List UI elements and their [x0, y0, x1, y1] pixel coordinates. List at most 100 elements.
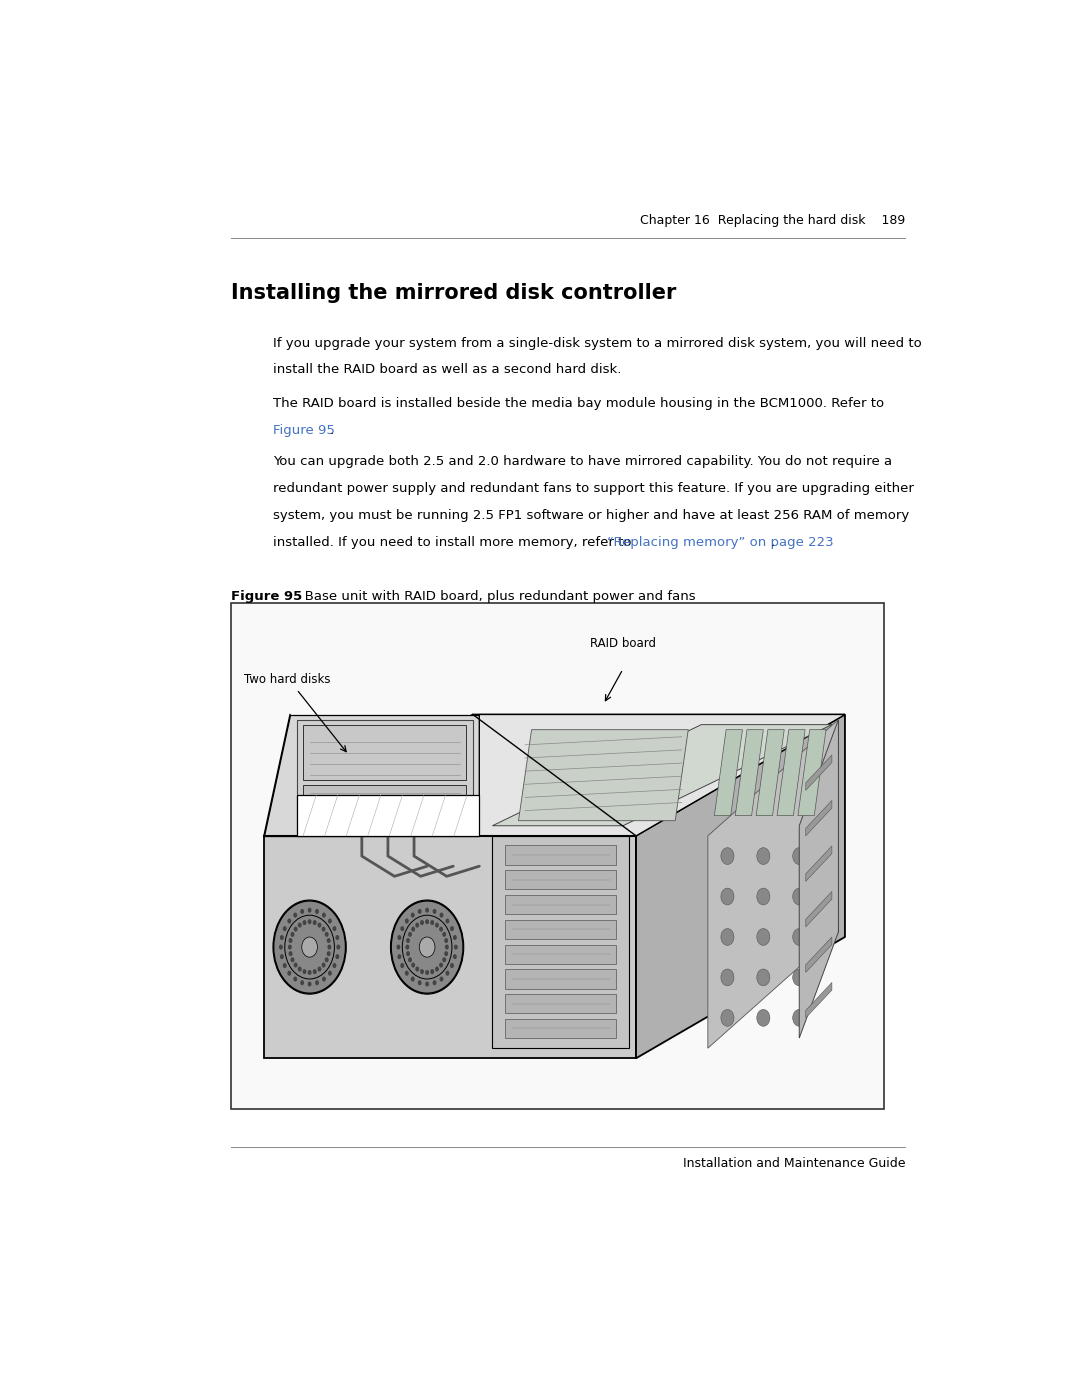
Circle shape: [406, 951, 410, 956]
Polygon shape: [492, 835, 630, 1048]
Circle shape: [322, 977, 326, 982]
Circle shape: [283, 926, 286, 932]
Circle shape: [308, 970, 311, 975]
Text: Figure 95: Figure 95: [231, 591, 302, 604]
Circle shape: [420, 921, 424, 925]
Circle shape: [313, 921, 316, 925]
Text: If you upgrade your system from a single-disk system to a mirrored disk system, : If you upgrade your system from a single…: [273, 337, 922, 349]
Text: You can upgrade both 2.5 and 2.0 hardware to have mirrored capability. You do no: You can upgrade both 2.5 and 2.0 hardwar…: [273, 455, 892, 468]
Polygon shape: [806, 800, 832, 835]
Circle shape: [410, 977, 415, 982]
Circle shape: [445, 944, 449, 950]
Circle shape: [308, 919, 311, 925]
Circle shape: [288, 944, 292, 950]
Text: Figure 95: Figure 95: [273, 423, 335, 437]
Circle shape: [411, 926, 415, 932]
Circle shape: [721, 1010, 734, 1027]
Circle shape: [419, 937, 435, 957]
Circle shape: [757, 929, 770, 946]
Circle shape: [442, 932, 446, 937]
Circle shape: [280, 935, 284, 940]
Circle shape: [440, 963, 443, 968]
Polygon shape: [303, 725, 467, 781]
Circle shape: [420, 970, 424, 974]
Circle shape: [721, 848, 734, 865]
Circle shape: [287, 971, 292, 975]
Circle shape: [435, 967, 438, 971]
Polygon shape: [505, 1018, 617, 1038]
Text: redundant power supply and redundant fans to support this feature. If you are up: redundant power supply and redundant fan…: [273, 482, 914, 495]
Circle shape: [454, 944, 458, 950]
Circle shape: [721, 888, 734, 905]
Circle shape: [444, 951, 448, 956]
Circle shape: [757, 848, 770, 865]
Circle shape: [433, 909, 436, 914]
Polygon shape: [505, 895, 617, 914]
Circle shape: [445, 918, 449, 923]
Circle shape: [411, 963, 415, 968]
Circle shape: [408, 957, 411, 963]
Circle shape: [418, 981, 421, 985]
Bar: [231, 604, 885, 1109]
Circle shape: [315, 981, 319, 985]
Circle shape: [294, 912, 297, 918]
Circle shape: [396, 944, 401, 950]
Polygon shape: [303, 785, 467, 826]
Circle shape: [416, 922, 419, 928]
Circle shape: [294, 963, 298, 968]
Circle shape: [333, 963, 337, 968]
Circle shape: [793, 888, 806, 905]
Circle shape: [757, 1010, 770, 1027]
Circle shape: [300, 981, 305, 985]
Circle shape: [302, 970, 307, 974]
Circle shape: [793, 970, 806, 986]
Circle shape: [308, 908, 311, 912]
Circle shape: [426, 919, 429, 925]
Polygon shape: [264, 835, 636, 1059]
Circle shape: [291, 932, 295, 937]
Circle shape: [322, 963, 325, 968]
Polygon shape: [264, 714, 845, 835]
Circle shape: [325, 957, 328, 963]
Circle shape: [450, 926, 454, 932]
Circle shape: [287, 918, 292, 923]
Circle shape: [442, 957, 446, 963]
Polygon shape: [756, 729, 784, 816]
Text: .: .: [770, 535, 774, 549]
Polygon shape: [806, 891, 832, 926]
Polygon shape: [492, 725, 832, 826]
Polygon shape: [505, 995, 617, 1013]
Polygon shape: [297, 795, 480, 835]
Circle shape: [391, 900, 463, 995]
Circle shape: [426, 908, 429, 912]
Circle shape: [288, 951, 293, 956]
Circle shape: [793, 848, 806, 865]
Circle shape: [315, 909, 319, 914]
Circle shape: [793, 929, 806, 946]
Circle shape: [435, 922, 438, 928]
Circle shape: [318, 967, 322, 971]
Circle shape: [298, 967, 301, 971]
Circle shape: [405, 971, 408, 975]
Polygon shape: [735, 729, 764, 816]
Text: install the RAID board as well as a second hard disk.: install the RAID board as well as a seco…: [273, 363, 621, 376]
Circle shape: [401, 926, 404, 932]
Circle shape: [721, 970, 734, 986]
Circle shape: [450, 963, 454, 968]
Polygon shape: [264, 714, 480, 835]
Circle shape: [280, 954, 284, 960]
Circle shape: [440, 912, 444, 918]
Text: installed. If you need to install more memory, refer to: installed. If you need to install more m…: [273, 535, 636, 549]
Circle shape: [300, 909, 305, 914]
Circle shape: [288, 937, 293, 943]
Circle shape: [410, 912, 415, 918]
Polygon shape: [707, 719, 838, 1048]
Polygon shape: [505, 845, 617, 865]
Circle shape: [301, 937, 318, 957]
Polygon shape: [480, 714, 845, 835]
Circle shape: [294, 926, 298, 932]
Circle shape: [440, 977, 444, 982]
Polygon shape: [806, 937, 832, 972]
Circle shape: [322, 926, 325, 932]
Polygon shape: [297, 719, 473, 831]
